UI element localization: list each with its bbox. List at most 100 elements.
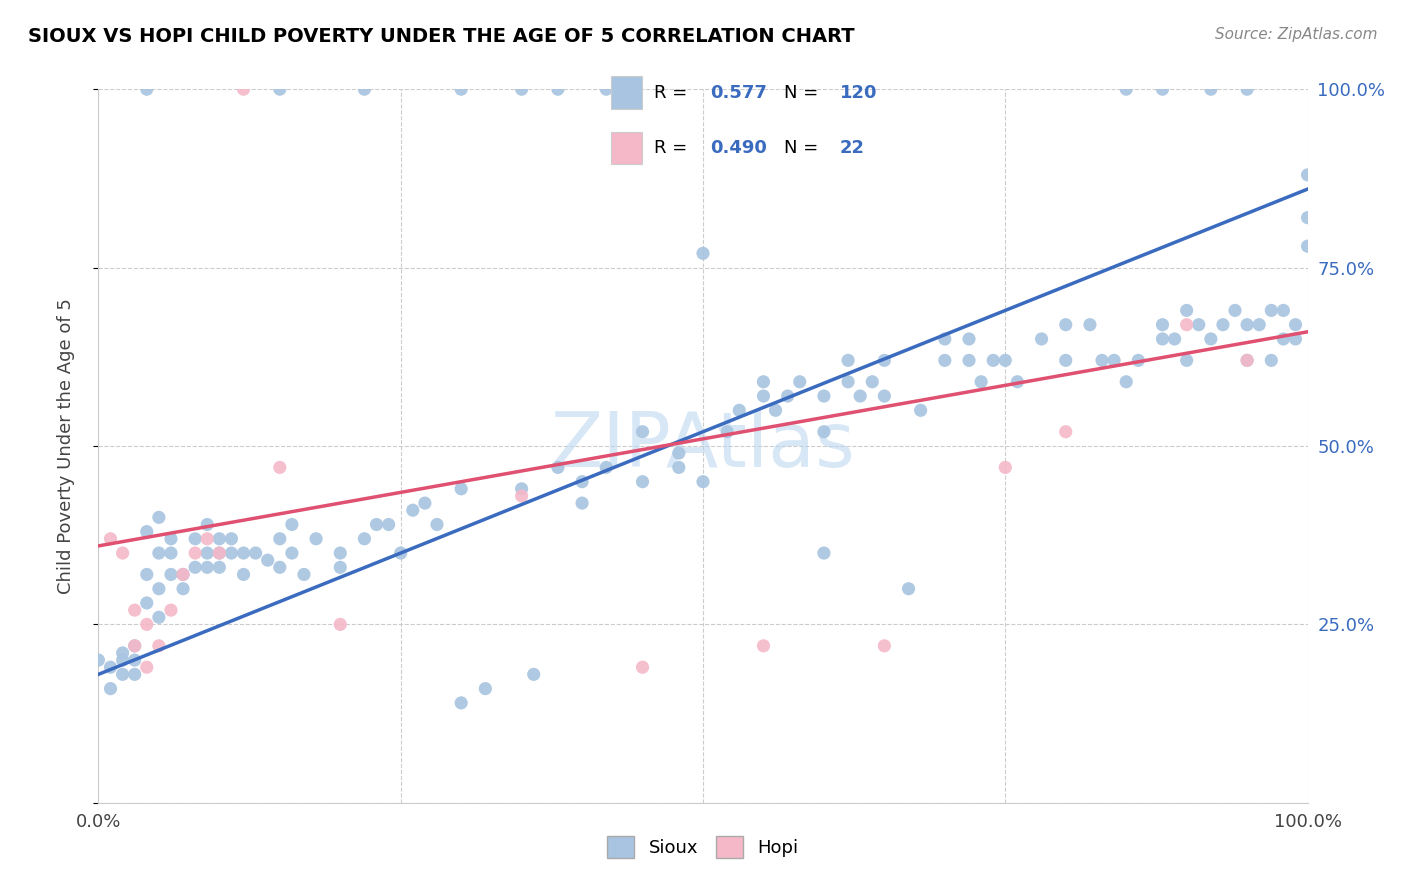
Point	[160, 567, 183, 582]
Point	[994, 460, 1017, 475]
Point	[692, 475, 714, 489]
Point	[837, 375, 859, 389]
Point	[292, 567, 315, 582]
Point	[100, 532, 122, 546]
Point	[160, 532, 183, 546]
Point	[353, 82, 375, 96]
Point	[1115, 82, 1137, 96]
Point	[1296, 239, 1319, 253]
Point	[1054, 425, 1077, 439]
Point	[135, 596, 157, 610]
Point	[957, 353, 980, 368]
Text: Source: ZipAtlas.com: Source: ZipAtlas.com	[1215, 27, 1378, 42]
Point	[1212, 318, 1234, 332]
Point	[1284, 318, 1306, 332]
Point	[100, 681, 122, 696]
Point	[208, 560, 231, 574]
Point	[232, 82, 254, 96]
Point	[135, 82, 157, 96]
FancyBboxPatch shape	[610, 132, 641, 164]
Point	[269, 82, 291, 96]
Point	[148, 510, 170, 524]
Point	[184, 532, 207, 546]
Point	[281, 517, 304, 532]
Point	[474, 681, 496, 696]
Point	[873, 639, 896, 653]
Point	[100, 660, 122, 674]
Point	[232, 567, 254, 582]
Point	[873, 389, 896, 403]
Point	[221, 546, 243, 560]
Point	[1284, 332, 1306, 346]
Point	[124, 603, 146, 617]
Point	[860, 375, 883, 389]
Text: N =: N =	[785, 84, 824, 102]
Point	[377, 517, 399, 532]
Point	[910, 403, 932, 417]
Point	[1091, 353, 1114, 368]
Point	[208, 546, 231, 560]
Point	[789, 375, 811, 389]
Point	[752, 639, 775, 653]
Point	[172, 567, 194, 582]
Point	[111, 653, 134, 667]
Point	[1272, 303, 1295, 318]
Point	[256, 553, 278, 567]
Point	[124, 653, 146, 667]
Point	[245, 546, 267, 560]
Point	[1249, 318, 1271, 332]
Point	[450, 82, 472, 96]
Point	[148, 546, 170, 560]
Point	[1188, 318, 1211, 332]
Point	[1175, 353, 1198, 368]
Point	[752, 389, 775, 403]
Point	[1115, 375, 1137, 389]
Text: ZIPAtlas: ZIPAtlas	[551, 409, 855, 483]
Point	[716, 425, 738, 439]
Point	[1054, 353, 1077, 368]
Point	[668, 460, 690, 475]
Point	[195, 532, 218, 546]
Point	[111, 646, 134, 660]
Point	[269, 560, 291, 574]
Point	[1236, 353, 1258, 368]
Point	[1152, 318, 1174, 332]
Point	[1078, 318, 1101, 332]
Point	[208, 546, 231, 560]
Point	[135, 524, 157, 539]
Point	[1199, 332, 1222, 346]
Point	[269, 460, 291, 475]
Point	[571, 496, 593, 510]
Point	[329, 560, 352, 574]
Point	[184, 546, 207, 560]
Point	[970, 375, 993, 389]
Point	[631, 425, 654, 439]
Text: SIOUX VS HOPI CHILD POVERTY UNDER THE AGE OF 5 CORRELATION CHART: SIOUX VS HOPI CHILD POVERTY UNDER THE AG…	[28, 27, 855, 45]
Point	[1102, 353, 1125, 368]
Point	[269, 532, 291, 546]
Point	[135, 617, 157, 632]
Point	[366, 517, 388, 532]
Point	[195, 560, 218, 574]
Point	[1223, 303, 1246, 318]
Point	[1054, 318, 1077, 332]
Point	[631, 475, 654, 489]
Point	[523, 667, 546, 681]
Point	[402, 503, 425, 517]
Point	[329, 546, 352, 560]
Text: R =: R =	[654, 139, 693, 157]
Point	[595, 460, 617, 475]
Point	[160, 603, 183, 617]
Point	[1199, 82, 1222, 96]
Point	[849, 389, 872, 403]
Point	[571, 475, 593, 489]
Point	[1296, 168, 1319, 182]
Point	[148, 582, 170, 596]
Point	[195, 517, 218, 532]
Point	[305, 532, 328, 546]
Point	[184, 560, 207, 574]
Point	[426, 517, 449, 532]
Text: 0.490: 0.490	[710, 139, 766, 157]
Point	[752, 375, 775, 389]
Point	[837, 353, 859, 368]
